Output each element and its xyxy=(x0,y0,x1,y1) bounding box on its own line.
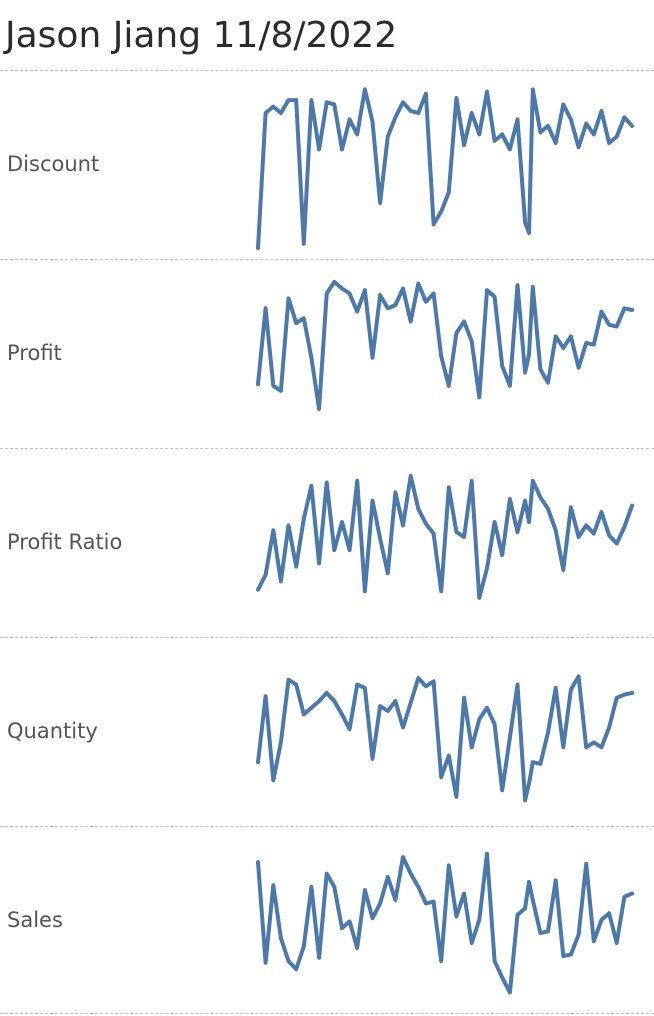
sparkline-row: Quantity xyxy=(0,637,654,827)
sparkline-row: Profit Ratio xyxy=(0,448,654,638)
sparkline-chart xyxy=(256,279,634,411)
sparkline-row: Sales xyxy=(0,826,654,1016)
sparkline-chart xyxy=(256,87,634,250)
measure-label: Profit xyxy=(7,340,62,365)
page-title: Jason Jiang 11/8/2022 xyxy=(5,15,398,56)
series-line xyxy=(256,473,634,600)
sparkline-chart xyxy=(256,851,634,995)
series-line xyxy=(256,87,634,250)
measure-label: Quantity xyxy=(7,718,98,743)
sparkline-chart xyxy=(256,674,634,803)
series-line xyxy=(256,279,634,411)
sparkline-row: Discount xyxy=(0,70,654,260)
sparkline-chart xyxy=(256,473,634,600)
series-line xyxy=(256,674,634,803)
series-line xyxy=(256,851,634,995)
measure-label: Sales xyxy=(7,907,63,932)
bottom-divider xyxy=(0,1013,654,1014)
measure-label: Discount xyxy=(7,151,100,176)
measure-label: Profit Ratio xyxy=(7,529,123,554)
sparkline-row: Profit xyxy=(0,259,654,449)
